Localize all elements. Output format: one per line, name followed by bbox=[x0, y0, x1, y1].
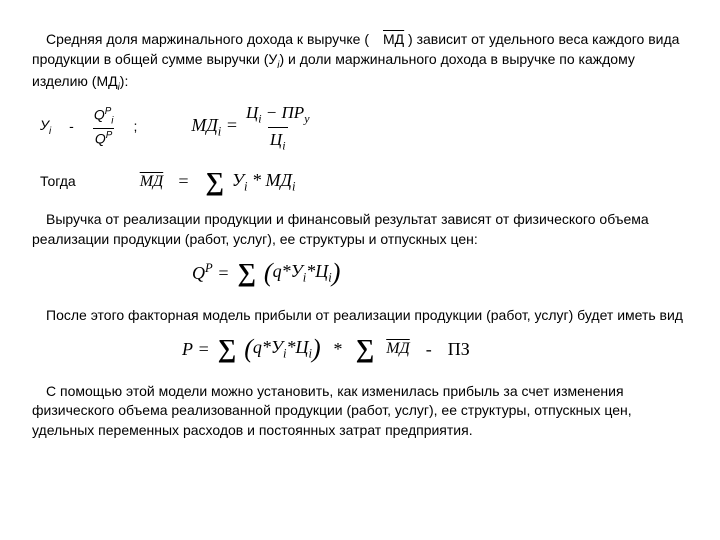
pz-term: ПЗ bbox=[448, 337, 470, 362]
eq-2: = bbox=[177, 169, 189, 194]
fraction-mdi: Цi − ПРу Цi bbox=[244, 101, 312, 154]
sum-icon-1: ∑ bbox=[205, 164, 224, 200]
paragraph-3: После этого факторная модель прибыли от … bbox=[32, 306, 688, 326]
p-lhs: Р = bbox=[182, 337, 210, 362]
md-bar-3: МД bbox=[386, 341, 410, 357]
md-bar-1: МД bbox=[369, 32, 404, 46]
qp-lhs: QP = bbox=[192, 260, 229, 286]
md-bar-2: МД bbox=[140, 174, 164, 190]
paragraph-2: Выручка от реализации продукции и финанс… bbox=[32, 210, 688, 249]
minus-sym: - bbox=[69, 117, 74, 137]
sum-body-1: Уi * МДi bbox=[232, 168, 296, 196]
star-op: * bbox=[333, 337, 342, 362]
yi-symbol: Уi bbox=[40, 116, 51, 139]
p1-text-a: Средняя доля маржинального дохода к выру… bbox=[46, 31, 369, 47]
paren-group-2: ( q*Уi*Цi ) bbox=[244, 335, 320, 363]
formula-mdbar-sum: МД = ∑ Уi * МДi bbox=[140, 164, 296, 200]
paren-group-1: ( q*Уi*Цi ) bbox=[264, 259, 340, 287]
mdi-lhs: МДi = bbox=[191, 113, 238, 141]
formula-qp-sum: QP = ∑ ( q*Уi*Цi ) bbox=[192, 255, 688, 291]
then-label: Тогда bbox=[40, 172, 76, 192]
p1-text-d: ): bbox=[120, 73, 129, 89]
formula-row-2: Тогда МД = ∑ Уi * МДi bbox=[32, 164, 688, 200]
sum-icon-3: ∑ bbox=[218, 331, 237, 367]
sum-icon-4: ∑ bbox=[356, 331, 375, 367]
semicolon: ; bbox=[133, 117, 137, 137]
sum-icon-2: ∑ bbox=[237, 255, 256, 291]
formula-profit: Р = ∑ ( q*Уi*Цi ) * ∑ МД - ПЗ bbox=[182, 331, 688, 367]
formula-row-1: Уi - QPi QP ; МДi = Цi − ПРу Цi bbox=[32, 101, 688, 154]
fraction-qp: QPi QP bbox=[92, 105, 116, 149]
minus-op: - bbox=[426, 337, 432, 362]
paragraph-1: Средняя доля маржинального дохода к выру… bbox=[32, 30, 688, 95]
formula-yi-qp: Уi - QPi QP ; bbox=[40, 105, 137, 149]
formula-mdi: МДi = Цi − ПРу Цi bbox=[191, 101, 311, 154]
paragraph-4: С помощью этой модели можно установить, … bbox=[32, 382, 688, 441]
